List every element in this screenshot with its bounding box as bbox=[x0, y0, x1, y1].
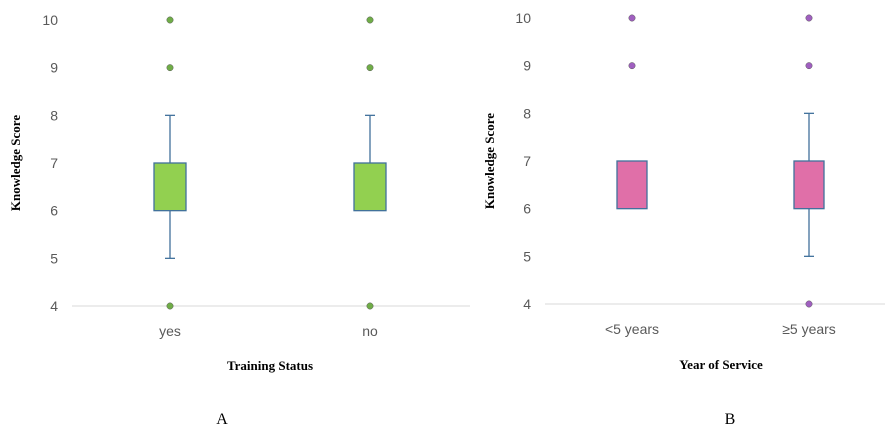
y-axis-title: Knowledge Score bbox=[8, 115, 23, 211]
y-tick-label: 6 bbox=[50, 203, 58, 219]
y-tick-label: 10 bbox=[515, 10, 531, 26]
y-axis-title: Knowledge Score bbox=[482, 113, 497, 209]
y-tick-label: 5 bbox=[523, 248, 531, 264]
y-tick-label: 6 bbox=[523, 201, 531, 217]
outlier-point bbox=[366, 16, 374, 24]
y-tick-label: 9 bbox=[523, 58, 531, 74]
outlier-point bbox=[366, 302, 374, 310]
outlier-point bbox=[805, 14, 813, 22]
box bbox=[153, 162, 187, 212]
x-tick-label: yes bbox=[159, 323, 181, 339]
y-tick-label: 7 bbox=[523, 153, 531, 169]
x-tick-label: no bbox=[362, 323, 378, 339]
y-tick-label: 8 bbox=[50, 107, 58, 123]
y-tick-label: 7 bbox=[50, 155, 58, 171]
outlier-point bbox=[366, 64, 374, 72]
x-axis-title: Year of Service bbox=[679, 357, 763, 372]
box bbox=[793, 160, 825, 210]
y-tick-label: 8 bbox=[523, 105, 531, 121]
panel-label: A bbox=[216, 411, 228, 427]
outlier-point bbox=[628, 62, 636, 70]
x-tick-label: <5 years bbox=[605, 321, 659, 337]
box bbox=[353, 162, 387, 212]
outlier-point bbox=[166, 64, 174, 72]
x-tick-label: ≥5 years bbox=[782, 321, 836, 337]
outlier-point bbox=[805, 62, 813, 70]
outlier-point bbox=[166, 16, 174, 24]
outlier-point bbox=[805, 300, 813, 308]
y-tick-label: 4 bbox=[50, 298, 58, 314]
box bbox=[616, 160, 648, 210]
outlier-point bbox=[628, 14, 636, 22]
y-tick-label: 9 bbox=[50, 60, 58, 76]
y-tick-label: 5 bbox=[50, 250, 58, 266]
outlier-point bbox=[166, 302, 174, 310]
y-tick-label: 4 bbox=[523, 296, 531, 312]
y-tick-label: 10 bbox=[42, 12, 58, 28]
panel-label: B bbox=[725, 411, 736, 427]
x-axis-title: Training Status bbox=[227, 358, 313, 373]
